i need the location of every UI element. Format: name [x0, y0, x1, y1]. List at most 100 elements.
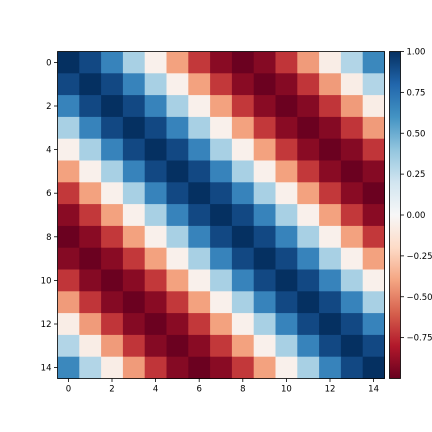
heatmap-cell-r14-c3	[122, 356, 146, 379]
heatmap-cell-r14-c9	[253, 356, 276, 379]
heatmap-cell-r8-c7	[210, 225, 233, 249]
heatmap-cell-r6-c6	[188, 182, 211, 205]
heatmap-cell-r12-c2	[101, 313, 124, 336]
heatmap-cell-r8-c12	[319, 225, 342, 249]
heatmap-cell-r6-c9	[253, 182, 276, 205]
heatmap-cell-r9-c7	[210, 247, 233, 270]
heatmap-cell-r2-c11	[297, 95, 320, 118]
heatmap-cell-r1-c12	[319, 73, 342, 96]
heatmap-cell-r8-c0	[57, 225, 80, 249]
heatmap-cell-r3-c11	[297, 116, 320, 140]
heatmap-cell-r11-c11	[297, 291, 320, 314]
heatmap-cell-r11-c12	[319, 291, 342, 314]
heatmap-cell-r3-c4	[144, 116, 167, 140]
heatmap-cell-r11-c8	[231, 291, 255, 314]
y-tick-label: 6	[46, 189, 51, 199]
heatmap-cell-r7-c0	[57, 204, 80, 227]
heatmap-cell-r9-c5	[166, 247, 189, 270]
heatmap-cell-r12-c8	[231, 313, 255, 336]
heatmap-cell-r5-c3	[122, 160, 146, 183]
heatmap-cell-r14-c10	[275, 356, 298, 379]
heatmap-cell-r11-c3	[122, 291, 146, 314]
heatmap-cell-r13-c9	[253, 334, 276, 358]
heatmap-cell-r8-c2	[101, 225, 124, 249]
colorbar-tick-label: 0.50	[407, 129, 426, 139]
heatmap-cell-r9-c0	[57, 247, 80, 270]
heatmap-cell-r13-c11	[297, 334, 320, 358]
heatmap-cell-r1-c6	[188, 73, 211, 96]
heatmap-cell-r0-c9	[253, 51, 276, 74]
heatmap-cell-r12-c9	[253, 313, 276, 336]
heatmap-cell-r9-c10	[275, 247, 298, 270]
heatmap-cell-r3-c0	[57, 116, 80, 140]
heatmap-cell-r12-c14	[362, 313, 385, 336]
heatmap-cell-r7-c6	[188, 204, 211, 227]
heatmap-cell-r10-c14	[362, 269, 385, 292]
y-tick-label: 8	[46, 233, 51, 243]
heatmap-cell-r1-c10	[275, 73, 298, 96]
heatmap-cell-r7-c7	[210, 204, 233, 227]
heatmap-cell-r0-c7	[210, 51, 233, 74]
heatmap-cell-r4-c9	[253, 138, 276, 161]
heatmap-cell-r2-c6	[188, 95, 211, 118]
heatmap-cell-r10-c3	[122, 269, 146, 292]
heatmap-cell-r9-c9	[253, 247, 276, 270]
colorbar-tick-label: 0.25	[407, 170, 426, 180]
heatmap-cell-r11-c9	[253, 291, 276, 314]
heatmap-cell-r2-c14	[362, 95, 385, 118]
heatmap-cell-r2-c9	[253, 95, 276, 118]
heatmap-cell-r3-c10	[275, 116, 298, 140]
heatmap-cell-r6-c1	[79, 182, 102, 205]
heatmap-cell-r1-c2	[101, 73, 124, 96]
heatmap-cell-r4-c11	[297, 138, 320, 161]
heatmap-cell-r10-c7	[210, 269, 233, 292]
heatmap-cell-r2-c7	[210, 95, 233, 118]
heatmap-cell-r14-c2	[101, 356, 124, 379]
y-axis: 0 2 4 6 8 10 12 14	[41, 58, 58, 374]
heatmap-cell-r3-c5	[166, 116, 189, 140]
heatmap-cell-r8-c4	[144, 225, 167, 249]
heatmap-cell-r10-c13	[340, 269, 364, 292]
heatmap-cell-r6-c2	[101, 182, 124, 205]
heatmap-cell-r5-c5	[166, 160, 189, 183]
heatmap-cell-r2-c5	[166, 95, 189, 118]
heatmap-cell-r6-c5	[166, 182, 189, 205]
heatmap-cell-r9-c14	[362, 247, 385, 270]
x-tick-label: 10	[281, 385, 292, 395]
heatmap-cell-r5-c14	[362, 160, 385, 183]
heatmap-cell-r6-c4	[144, 182, 167, 205]
heatmap-cell-r6-c8	[231, 182, 255, 205]
heatmap-cell-r3-c2	[101, 116, 124, 140]
heatmap-cell-r0-c1	[79, 51, 102, 74]
heatmap-cell-r5-c4	[144, 160, 167, 183]
y-tick-label: 14	[41, 364, 52, 374]
heatmap-cell-r8-c3	[122, 225, 146, 249]
heatmap-cell-r9-c11	[297, 247, 320, 270]
y-tick-label: 0	[46, 58, 51, 68]
heatmap-cell-r7-c3	[122, 204, 146, 227]
heatmap-frame	[57, 51, 385, 379]
heatmap-cell-r14-c8	[231, 356, 255, 379]
heatmap-cell-r1-c5	[166, 73, 189, 96]
heatmap-cell-r7-c2	[101, 204, 124, 227]
heatmap-cell-r2-c12	[319, 95, 342, 118]
heatmap-cell-r5-c12	[319, 160, 342, 183]
heatmap-cell-r5-c2	[101, 160, 124, 183]
heatmap-cell-r1-c1	[79, 73, 102, 96]
heatmap-cell-r6-c13	[340, 182, 364, 205]
heatmap-cell-r1-c3	[122, 73, 146, 96]
heatmap-cell-r13-c4	[144, 334, 167, 358]
heatmap-cell-r12-c0	[57, 313, 80, 336]
heatmap-cell-r4-c6	[188, 138, 211, 161]
heatmap-cell-r4-c2	[101, 138, 124, 161]
y-tick-label: 4	[46, 146, 51, 156]
heatmap-cell-r6-c10	[275, 182, 298, 205]
heatmap-cell-r13-c3	[122, 334, 146, 358]
x-tick-label: 4	[153, 385, 158, 395]
heatmap-cell-r14-c4	[144, 356, 167, 379]
heatmap-cell-r4-c1	[79, 138, 102, 161]
heatmap-cell-r10-c10	[275, 269, 298, 292]
heatmap-cell-r9-c13	[340, 247, 364, 270]
heatmap-cell-r2-c1	[79, 95, 102, 118]
heatmap-cell-r9-c12	[319, 247, 342, 270]
